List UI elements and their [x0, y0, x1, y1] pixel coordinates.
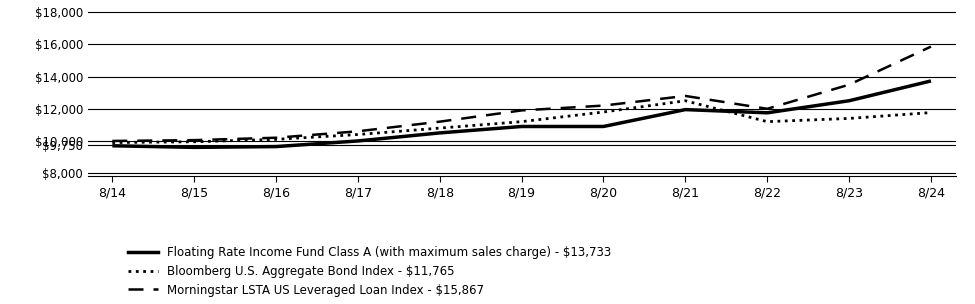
- Morningstar LSTA US Leveraged Loan Index - $15,867: [680, 94, 691, 98]
- Floating Rate Income Fund Class A (with maximum sales charge) - $13,733: [106, 144, 118, 148]
- Morningstar LSTA US Leveraged Loan Index - $15,867: [188, 138, 200, 142]
- Bloomberg U.S. Aggregate Bond Index - $11,765: [516, 120, 527, 123]
- Line: Floating Rate Income Fund Class A (with maximum sales charge) - $13,733: Floating Rate Income Fund Class A (with …: [112, 81, 931, 147]
- Bloomberg U.S. Aggregate Bond Index - $11,765: [925, 111, 937, 114]
- Floating Rate Income Fund Class A (with maximum sales charge) - $13,733: [925, 79, 937, 83]
- Line: Morningstar LSTA US Leveraged Loan Index - $15,867: Morningstar LSTA US Leveraged Loan Index…: [112, 47, 931, 141]
- Morningstar LSTA US Leveraged Loan Index - $15,867: [843, 83, 855, 87]
- Floating Rate Income Fund Class A (with maximum sales charge) - $13,733: [680, 108, 691, 112]
- Bloomberg U.S. Aggregate Bond Index - $11,765: [843, 117, 855, 120]
- Morningstar LSTA US Leveraged Loan Index - $15,867: [761, 107, 773, 111]
- Bloomberg U.S. Aggregate Bond Index - $11,765: [188, 140, 200, 143]
- Floating Rate Income Fund Class A (with maximum sales charge) - $13,733: [761, 111, 773, 115]
- Morningstar LSTA US Leveraged Loan Index - $15,867: [516, 109, 527, 112]
- Bloomberg U.S. Aggregate Bond Index - $11,765: [598, 110, 609, 114]
- Bloomberg U.S. Aggregate Bond Index - $11,765: [680, 99, 691, 102]
- Bloomberg U.S. Aggregate Bond Index - $11,765: [761, 120, 773, 123]
- Floating Rate Income Fund Class A (with maximum sales charge) - $13,733: [598, 125, 609, 128]
- Floating Rate Income Fund Class A (with maximum sales charge) - $13,733: [516, 125, 527, 128]
- Morningstar LSTA US Leveraged Loan Index - $15,867: [106, 139, 118, 143]
- Bloomberg U.S. Aggregate Bond Index - $11,765: [270, 137, 282, 141]
- Bloomberg U.S. Aggregate Bond Index - $11,765: [352, 133, 364, 136]
- Floating Rate Income Fund Class A (with maximum sales charge) - $13,733: [843, 99, 855, 102]
- Bloomberg U.S. Aggregate Bond Index - $11,765: [106, 141, 118, 144]
- Line: Bloomberg U.S. Aggregate Bond Index - $11,765: Bloomberg U.S. Aggregate Bond Index - $1…: [112, 101, 931, 143]
- Morningstar LSTA US Leveraged Loan Index - $15,867: [925, 45, 937, 48]
- Floating Rate Income Fund Class A (with maximum sales charge) - $13,733: [270, 145, 282, 148]
- Morningstar LSTA US Leveraged Loan Index - $15,867: [270, 136, 282, 140]
- Legend: Floating Rate Income Fund Class A (with maximum sales charge) - $13,733, Bloombe: Floating Rate Income Fund Class A (with …: [129, 246, 611, 297]
- Bloomberg U.S. Aggregate Bond Index - $11,765: [434, 126, 446, 130]
- Floating Rate Income Fund Class A (with maximum sales charge) - $13,733: [434, 131, 446, 135]
- Morningstar LSTA US Leveraged Loan Index - $15,867: [434, 120, 446, 123]
- Morningstar LSTA US Leveraged Loan Index - $15,867: [352, 130, 364, 133]
- Morningstar LSTA US Leveraged Loan Index - $15,867: [598, 104, 609, 107]
- Floating Rate Income Fund Class A (with maximum sales charge) - $13,733: [352, 139, 364, 143]
- Floating Rate Income Fund Class A (with maximum sales charge) - $13,733: [188, 146, 200, 149]
